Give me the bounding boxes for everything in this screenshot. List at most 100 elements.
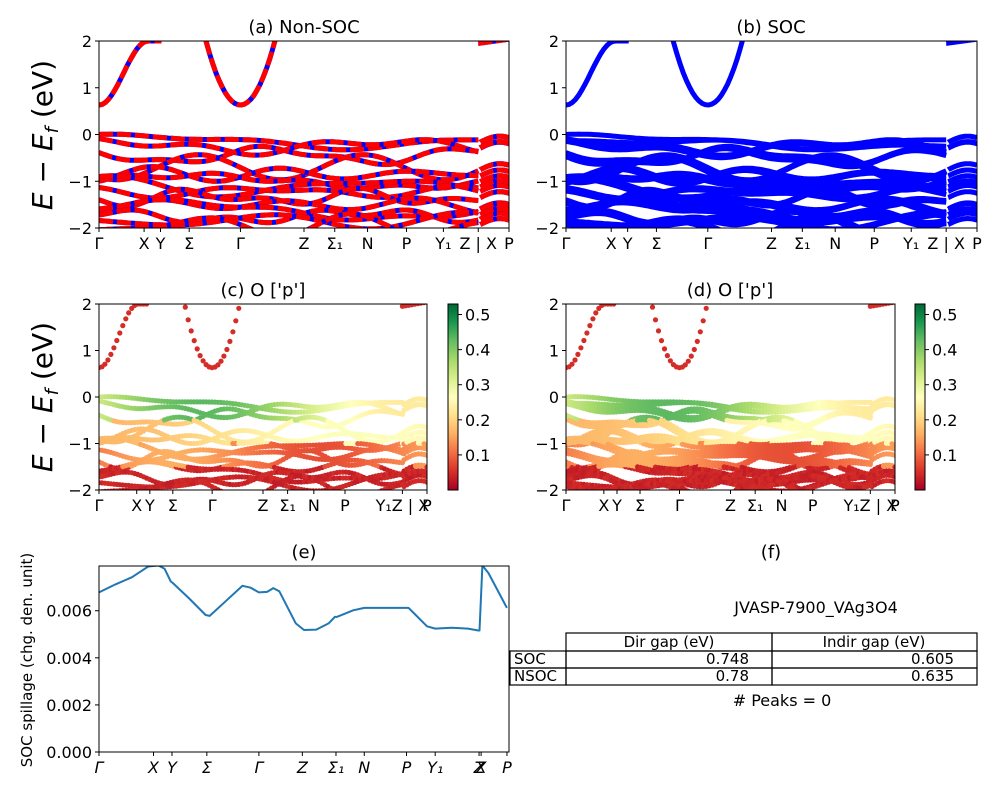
panel-c-xtick-label: Σ [168,496,178,515]
projection-point [867,431,873,437]
panel-a-title: (a) Non-SOC [248,17,359,38]
colorbar-tick-label: 0.4 [932,341,957,360]
panel-d-colorbar [914,303,926,491]
projection-point [185,317,191,323]
projection-point [224,346,230,353]
panel-d-xtick-label: P [890,496,900,515]
panel-e-xtick-label: P [402,758,412,777]
projection-point [892,431,895,437]
panel-b-xtick-label: P [972,234,982,253]
projection-point [108,351,114,357]
panel-a-ylabel: E − Ef (eV) [26,60,63,210]
projection-point [658,338,665,344]
projection-point [218,488,224,490]
panel-b-xtick-label: Y₁ [902,234,919,253]
projection-point [892,425,895,431]
band-line [947,183,977,194]
projection-point [661,346,668,352]
panel-b-xtick-label: Γ [562,234,571,253]
band-line [946,210,977,222]
projection-point [667,358,674,364]
panel-c-ytick-label: 1 [82,342,92,361]
projection-point [575,491,580,496]
panel-a-xtick-label: Z [299,234,310,253]
projection-point [215,362,221,368]
panel-c-xtick-label: Γ [208,496,217,515]
panel-a-ytick-label: 2 [82,32,92,51]
projection-point [191,338,197,344]
panel-d-ytick-label: 2 [549,295,559,314]
panel-e-xtick-label: Γ [254,758,264,777]
projection-point [587,323,593,329]
projection-point [649,304,656,310]
projection-point [221,490,226,495]
projection-point [224,492,229,497]
colorbar-tick-label: 0.2 [932,411,957,430]
panel-a-ytick-label: 0 [82,126,92,145]
colorbar-tick-label: 0.2 [465,411,490,430]
panel-a-xtick-label: Y₁ [434,234,451,253]
projection-point [799,492,804,497]
panel-b-title: (b) SOC [736,17,805,38]
projection-point [688,353,694,359]
projection-point [793,488,799,490]
panel-a-xtick-label: P [402,234,412,253]
projection-point [867,483,873,489]
projection-point [655,328,662,334]
projection-point [575,351,581,357]
projection-point [805,490,810,495]
panel-f-title: (f) [761,542,781,563]
panel-d-colorbar-ticks: 0.10.20.30.40.5 [925,306,957,465]
panel-d-ytick-label: 0 [549,388,559,407]
panel-b-xtick-label: Γ [703,234,712,253]
colorbar-tick-label: 0.1 [932,446,957,465]
panel-c-title: (c) O ['p'] [221,280,306,301]
band-line [591,213,947,228]
panel-c-ytick-label: −2 [68,481,92,500]
panel-e-xtick-label: Σ₁ [328,758,345,777]
projection-point [848,489,851,490]
projection-point [331,487,337,490]
panel-b-xtick-label: Z [766,234,777,253]
projection-point [221,353,227,359]
projection-point [230,329,236,335]
projection-point [652,317,659,323]
projection-point [578,345,584,351]
panel-a-xtick-label: X [139,234,150,253]
band-line-red [99,170,479,192]
table-row-label-nsoc: NSOC [514,667,557,685]
table-cell-soc-dir: 0.748 [706,650,749,668]
band-line-red [99,143,479,167]
projection-point [892,464,895,470]
band-line-red [477,41,509,46]
band-line-red [479,173,509,184]
projection-point [892,446,895,452]
projection-point [424,431,427,437]
projection-point [105,357,111,363]
panel-a-ytick-label: 1 [82,79,92,98]
projection-point [572,357,578,363]
panel-e-ylabel: SOC spillage (chg. den. unit) [18,553,36,768]
projection-point [144,304,150,307]
panel-e-ytick-label: 0.006 [46,602,92,621]
projection-point [867,442,873,448]
projection-point [892,479,895,485]
panel-c-xtick-label: P [422,496,432,515]
panel-e-ytick-label: 0.002 [46,696,92,715]
band-line [566,41,745,108]
table-row-label-soc: SOC [514,650,546,668]
projection-point [694,338,700,344]
projection-point [682,362,688,368]
projection-point [227,338,233,344]
projection-point [581,490,586,495]
panel-d-xtick-label: Σ₁ [747,496,764,515]
panel-c-xtick-label: Y [144,496,155,515]
colorbar-tick-label: 0.4 [465,341,490,360]
band-line [947,189,977,200]
projection-point [767,489,770,490]
projection-point [692,492,697,497]
panel-c-xtick-label: Z [258,496,269,515]
